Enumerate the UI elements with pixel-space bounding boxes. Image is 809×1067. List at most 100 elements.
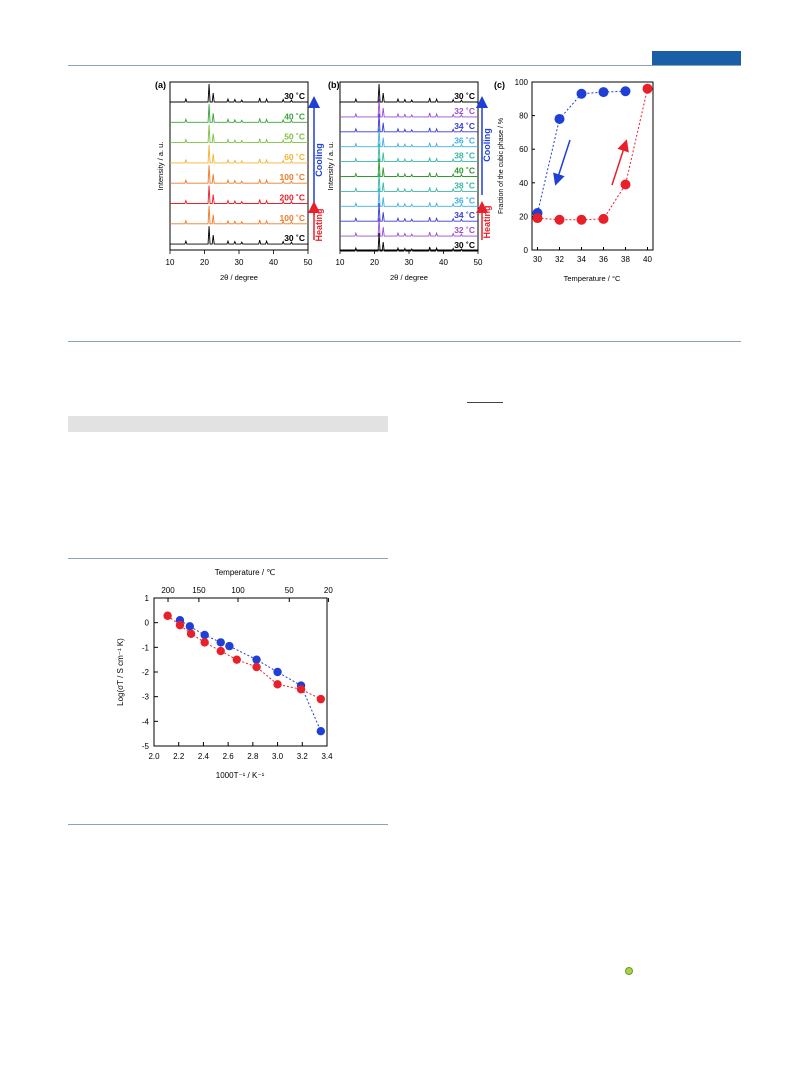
d-toptick-3: 50 <box>285 586 294 595</box>
b-trace-8 <box>340 203 478 222</box>
b-trace-5 <box>340 158 478 177</box>
a-trace-label-1: 40 ˚C <box>284 111 305 121</box>
d-toptick-4: 20 <box>324 586 333 595</box>
d-point-1-5 <box>232 655 241 664</box>
d-xtick-5: 3.0 <box>272 752 284 761</box>
d-point-1-6 <box>252 662 261 672</box>
a-trace-label-3: 60 ˚C <box>284 152 305 162</box>
c-xtick-2: 34 <box>577 255 586 264</box>
d-xtick-2: 2.4 <box>198 752 210 761</box>
d-ytick-2: -3 <box>142 693 150 702</box>
b-trace-2 <box>340 113 478 133</box>
d-ytick-4: -1 <box>142 643 150 652</box>
a-trace-7 <box>170 226 308 245</box>
section-rule-3 <box>68 824 388 825</box>
section-rule-1 <box>68 341 741 342</box>
panel-a-xlabel: 2θ / degree <box>220 273 258 282</box>
header-tab <box>652 51 741 65</box>
panel-c: (c) Fraction of the cubic phase / % Temp… <box>494 78 654 283</box>
a-trace-label-7: 30 ˚C <box>284 233 305 243</box>
section-rule-2 <box>68 558 388 559</box>
d-point-1-2 <box>186 629 196 638</box>
b-trace-4 <box>340 143 478 163</box>
a-trace-4 <box>170 165 308 184</box>
a-trace-label-2: 50 ˚C <box>284 132 305 142</box>
b-trace-1 <box>340 98 478 118</box>
arrhenius-ylabel: Log(σT / S cm⁻¹ K) <box>116 638 125 706</box>
c-xtick-1: 32 <box>555 255 564 264</box>
b-trace-label-4: 38 ˚C <box>454 151 475 161</box>
a-trace-0 <box>170 83 308 103</box>
b-trace-label-1: 32 ˚C <box>454 106 475 116</box>
d-point-0-8 <box>316 727 326 736</box>
d-point-0-4 <box>225 641 234 651</box>
a-trace-1 <box>170 104 308 123</box>
b-trace-label-7: 36 ˚C <box>454 195 475 205</box>
a-trace-6 <box>170 205 308 225</box>
d-ytick-1: -4 <box>142 717 150 726</box>
c-series-line-1 <box>537 88 648 221</box>
c-series-line-0 <box>537 90 626 214</box>
arrhenius-xlabel: 1000T⁻¹ / K⁻¹ <box>216 771 265 780</box>
a-xtick-4: 50 <box>304 258 313 267</box>
d-xtick-7: 3.4 <box>321 752 333 761</box>
b-trace-10 <box>340 232 478 252</box>
short-underline <box>467 402 503 403</box>
c-ytick-3: 60 <box>519 145 528 154</box>
b-trace-label-10: 30 ˚C <box>454 240 475 250</box>
d-ytick-3: -2 <box>142 668 150 677</box>
c-point-0-4 <box>620 86 631 97</box>
panel-c-ylabel: Fraction of the cubic phase / % <box>498 118 505 214</box>
a-xtick-1: 20 <box>200 258 209 267</box>
header-rule <box>68 65 741 66</box>
d-point-1-0 <box>163 611 172 620</box>
d-xtick-6: 3.2 <box>297 752 309 761</box>
b-xtick-4: 50 <box>474 258 483 267</box>
panel-a-ylabel: Intensity / a. u. <box>156 142 165 191</box>
b-trace-label-2: 34 ˚C <box>454 121 475 131</box>
b-xtick-0: 10 <box>336 258 345 267</box>
d-xtick-0: 2.0 <box>148 752 160 761</box>
c-xtick-3: 36 <box>599 255 608 264</box>
arrhenius-figure: Temperature / ℃ Log(σT / S cm⁻¹ K) 1000T… <box>116 568 333 780</box>
panel-a: (a) Intensity / a. u. 30 ˚C 40 ˚C 50 ˚C 60 … <box>155 80 324 282</box>
panel-a-label: (a) <box>155 80 166 90</box>
a-trace-label-4: 100 ˚C <box>279 172 305 182</box>
c-xtick-4: 38 <box>621 255 630 264</box>
c-point-1-4 <box>620 179 631 190</box>
d-ytick-0: -5 <box>142 742 150 751</box>
a-trace-2 <box>170 124 308 144</box>
c-ytick-2: 40 <box>519 179 528 188</box>
c-point-1-5 <box>642 83 653 94</box>
d-point-0-3 <box>216 638 225 647</box>
c-xtick-5: 40 <box>643 255 652 264</box>
c-point-1-1 <box>554 214 565 225</box>
b-trace-label-0: 30 ˚C <box>454 91 475 101</box>
panel-a-heating: Heating <box>314 208 324 241</box>
d-point-1-3 <box>200 638 209 647</box>
a-trace-3 <box>170 144 308 164</box>
a-xtick-3: 40 <box>269 258 278 267</box>
b-xtick-2: 30 <box>405 258 414 267</box>
table-header-bar <box>68 416 388 432</box>
b-trace-9 <box>340 218 478 237</box>
d-point-1-8 <box>296 685 306 694</box>
d-series-line-1 <box>167 615 322 700</box>
a-xtick-2: 30 <box>235 258 244 267</box>
panel-b-label: (b) <box>328 80 340 90</box>
d-point-1-1 <box>175 620 185 630</box>
green-dot-icon <box>625 967 633 975</box>
d-toptick-2: 100 <box>231 586 245 595</box>
a-trace-label-0: 30 ˚C <box>284 91 305 101</box>
b-trace-0 <box>340 83 478 103</box>
panel-b-xlabel: 2θ / degree <box>390 273 428 282</box>
b-trace-label-5: 40 ˚C <box>454 166 475 176</box>
b-trace-7 <box>340 188 478 207</box>
panel-b-cooling: Cooling <box>482 128 492 162</box>
d-ytick-5: 0 <box>145 619 150 628</box>
c-point-0-3 <box>598 87 609 98</box>
d-point-1-4 <box>216 646 225 656</box>
b-xtick-1: 20 <box>370 258 379 267</box>
c-point-1-2 <box>576 214 587 225</box>
panel-b: (b) Intensity / a. u. 30 ˚C 32 ˚C 34 ˚C 36 … <box>326 80 492 282</box>
